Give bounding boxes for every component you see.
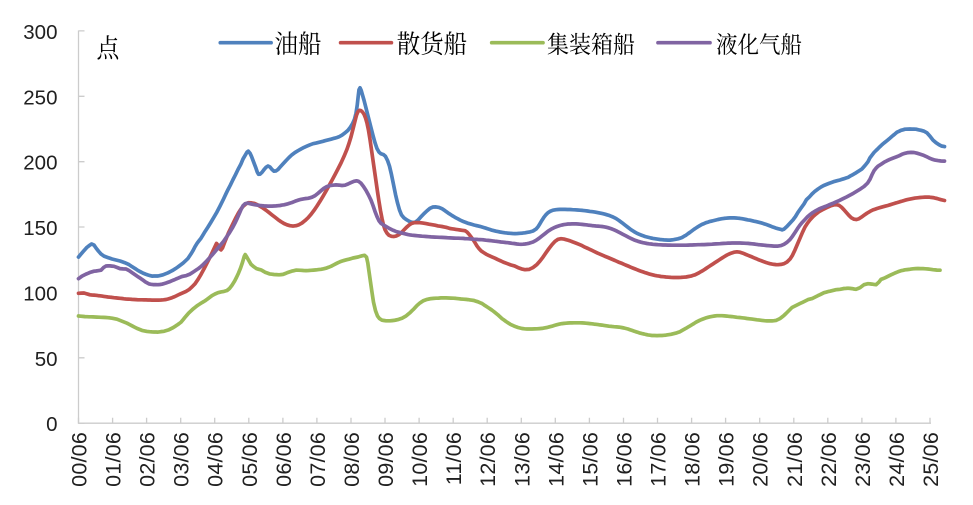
svg-text:16/06: 16/06 (613, 432, 637, 487)
svg-text:17/06: 17/06 (647, 432, 671, 487)
svg-text:06/06: 06/06 (272, 432, 296, 487)
svg-text:23/06: 23/06 (851, 432, 875, 487)
svg-text:24/06: 24/06 (885, 432, 909, 487)
svg-text:25/06: 25/06 (919, 432, 943, 487)
svg-text:0: 0 (46, 413, 57, 436)
svg-text:50: 50 (35, 348, 58, 371)
svg-text:04/06: 04/06 (204, 432, 228, 487)
svg-text:12/06: 12/06 (476, 432, 500, 487)
svg-text:18/06: 18/06 (681, 432, 705, 487)
svg-text:150: 150 (23, 217, 57, 240)
svg-text:02/06: 02/06 (136, 432, 160, 487)
svg-text:03/06: 03/06 (170, 432, 194, 487)
svg-text:14/06: 14/06 (544, 432, 568, 487)
svg-text:05/06: 05/06 (238, 432, 262, 487)
svg-text:09/06: 09/06 (374, 432, 398, 487)
svg-text:21/06: 21/06 (783, 432, 807, 487)
svg-text:15/06: 15/06 (578, 432, 602, 487)
svg-text:22/06: 22/06 (817, 432, 841, 487)
svg-text:250: 250 (23, 86, 57, 109)
svg-text:300: 300 (23, 21, 57, 44)
svg-text:13/06: 13/06 (510, 432, 534, 487)
svg-text:08/06: 08/06 (340, 432, 364, 487)
svg-text:01/06: 01/06 (102, 432, 126, 487)
svg-text:19/06: 19/06 (715, 432, 739, 487)
svg-text:10/06: 10/06 (408, 432, 432, 487)
svg-text:20/06: 20/06 (749, 432, 773, 487)
svg-text:00/06: 00/06 (68, 432, 92, 487)
svg-text:11/06: 11/06 (442, 432, 466, 485)
svg-text:200: 200 (23, 152, 57, 175)
svg-text:07/06: 07/06 (306, 432, 330, 487)
svg-text:100: 100 (23, 282, 57, 305)
